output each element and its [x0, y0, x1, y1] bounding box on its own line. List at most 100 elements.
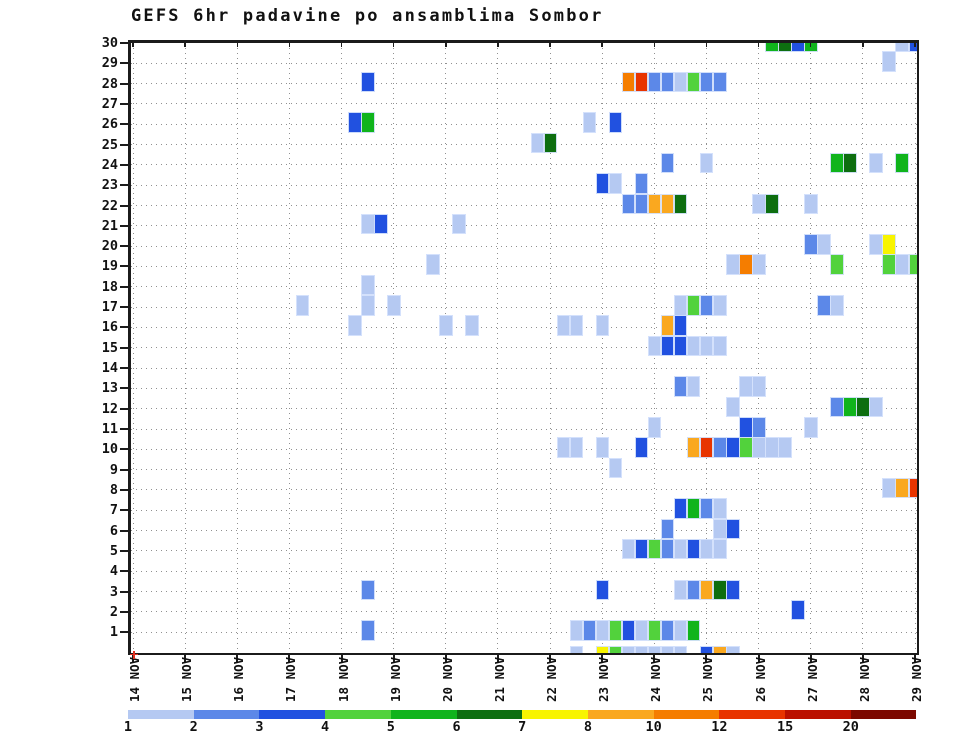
heatmap-cell: [439, 315, 453, 336]
heatmap-cell: [752, 376, 766, 397]
colorbar-segment: [587, 710, 654, 719]
y-tick-mark: [120, 387, 130, 390]
y-tick-label: 16: [101, 319, 118, 336]
heatmap-cell: [556, 315, 571, 336]
heatmap-cell: [895, 152, 909, 174]
heatmap-cell: [908, 42, 918, 52]
x-top-tick-mark: [340, 43, 343, 47]
heatmap-cell: [830, 396, 844, 418]
h-gridline: [130, 225, 917, 227]
y-tick-mark: [120, 265, 130, 268]
h-gridline: [130, 408, 917, 410]
h-gridline: [130, 62, 917, 64]
colorbar-tick-label: 1: [123, 719, 133, 735]
heatmap-cell: [647, 71, 662, 93]
heatmap-cell: [660, 620, 675, 641]
heatmap-cell: [869, 234, 883, 255]
v-gridline: [341, 43, 343, 653]
heatmap-cell: [895, 477, 909, 499]
y-tick-mark: [120, 306, 130, 309]
heatmap-cell: [569, 620, 584, 641]
h-gridline: [130, 448, 917, 450]
y-tick-label: 23: [101, 177, 118, 194]
heatmap-cell: [752, 254, 766, 275]
heatmap-cell: [739, 376, 753, 397]
v-gridline: [445, 43, 447, 653]
y-tick-label: 26: [101, 116, 118, 133]
h-gridline: [130, 123, 917, 125]
x-top-tick-mark: [914, 43, 916, 47]
h-gridline: [130, 306, 917, 308]
h-gridline: [130, 489, 917, 491]
x-tick-mark: [549, 652, 552, 662]
y-tick-mark: [120, 224, 130, 227]
heatmap-cell: [869, 152, 883, 174]
y-tick-label: 5: [109, 542, 118, 559]
heatmap-cell: [752, 417, 766, 438]
x-tick-label: 27 NOV: [804, 656, 820, 702]
heatmap-cell: [843, 152, 857, 174]
heatmap-cell: [739, 437, 753, 458]
heatmap-cell: [660, 518, 675, 540]
y-tick-label: 6: [109, 522, 118, 539]
y-tick-label: 2: [109, 603, 118, 620]
heatmap-cell: [426, 254, 440, 275]
heatmap-cell: [295, 295, 310, 316]
x-top-tick-mark: [445, 43, 447, 47]
heatmap-cell: [673, 71, 688, 93]
x-tick-mark: [914, 652, 916, 662]
chart-title: GEFS 6hr padavine po ansamblima Sombor: [131, 6, 604, 26]
heatmap-cell: [686, 498, 701, 519]
heatmap-cell: [699, 538, 714, 560]
x-tick-label: 16 NOV: [231, 656, 247, 702]
x-tick-label: 24 NOV: [648, 656, 664, 702]
heatmap-cell: [543, 132, 558, 154]
v-gridline: [288, 43, 290, 653]
heatmap-cell: [713, 295, 727, 316]
heatmap-cell: [726, 579, 740, 601]
heatmap-cell: [713, 579, 727, 601]
colorbar-tick-label: 7: [518, 719, 527, 735]
x-tick-mark: [809, 652, 812, 662]
heatmap-cell: [569, 437, 584, 458]
h-gridline: [130, 469, 917, 471]
colorbar-segment: [259, 710, 326, 719]
heatmap-cell: [647, 538, 662, 560]
x-tick-label: 21 NOV: [491, 656, 507, 702]
h-gridline: [130, 550, 917, 552]
heatmap-cell: [634, 437, 649, 458]
v-gridline: [758, 43, 760, 653]
colorbar-tick-label: 10: [645, 719, 662, 735]
heatmap-cell: [699, 152, 714, 174]
heatmap-cell: [673, 295, 688, 316]
heatmap-cell: [647, 620, 662, 641]
heatmap-cell: [856, 396, 870, 418]
heatmap-cell: [673, 645, 688, 653]
x-tick-label: 14 NOV: [127, 656, 142, 702]
heatmap-cell: [660, 71, 675, 93]
y-tick-mark: [120, 570, 130, 573]
heatmap-cell: [843, 396, 857, 418]
h-gridline: [130, 387, 917, 389]
v-gridline: [601, 43, 603, 653]
y-tick-mark: [120, 468, 130, 471]
x-tick-mark: [444, 652, 447, 662]
y-tick-label: 12: [101, 400, 118, 417]
x-tick-mark: [653, 652, 656, 662]
h-gridline: [130, 509, 917, 511]
x-top-tick-mark: [601, 43, 603, 47]
heatmap-cell: [895, 42, 909, 52]
heatmap-cell: [713, 498, 727, 519]
v-gridline: [549, 43, 551, 653]
heatmap-cell: [882, 477, 896, 499]
h-gridline: [130, 265, 917, 267]
y-tick-mark: [120, 488, 130, 491]
y-tick-mark: [120, 285, 130, 288]
y-tick-label: 19: [101, 258, 118, 275]
heatmap-cell: [673, 498, 688, 519]
v-gridline: [862, 43, 864, 653]
colorbar-segment: [522, 710, 588, 719]
y-tick-label: 28: [101, 75, 118, 92]
v-gridline: [497, 43, 499, 653]
colorbar-segment: [325, 710, 391, 719]
